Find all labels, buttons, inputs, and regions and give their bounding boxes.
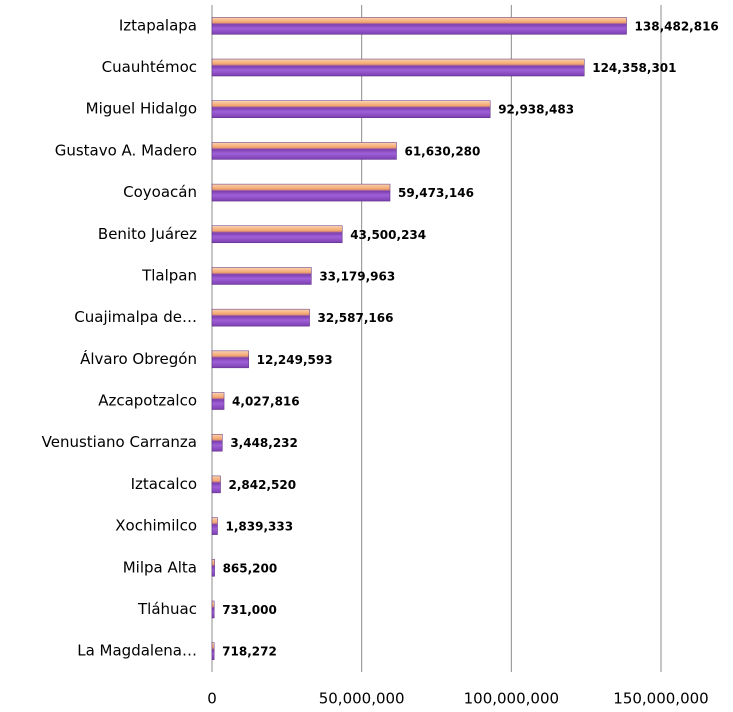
y-tick-label: Cuauhtémoc — [102, 58, 197, 76]
y-tick-label: Tláhuac — [137, 600, 197, 618]
data-label: 12,249,593 — [257, 353, 333, 367]
y-tick-label: Xochimilco — [115, 517, 197, 535]
bar — [211, 392, 225, 410]
data-label: 138,482,816 — [635, 19, 719, 33]
data-label: 865,200 — [223, 561, 278, 575]
bar — [211, 17, 627, 35]
bar — [211, 350, 249, 369]
bar — [211, 517, 218, 535]
y-tick-label: Cuajimalpa de… — [74, 308, 197, 326]
y-tick-label: Gustavo A. Madero — [55, 141, 197, 159]
bar — [211, 183, 391, 202]
bar — [211, 475, 221, 494]
y-tick-label: Azcapotzalco — [98, 392, 197, 410]
y-tick-label: Venustiano Carranza — [42, 433, 197, 451]
data-label: 92,938,483 — [498, 103, 574, 117]
x-tick-label: 0 — [207, 690, 217, 708]
y-tick-label: Álvaro Obregón — [80, 349, 197, 368]
data-label: 1,839,333 — [226, 520, 294, 534]
bar — [211, 58, 585, 77]
y-tick-label: Tlalpan — [141, 266, 197, 284]
bar — [211, 642, 215, 660]
bar — [211, 433, 223, 452]
y-tick-label: La Magdalena… — [77, 642, 197, 660]
data-label: 3,448,232 — [230, 436, 298, 450]
bar — [211, 225, 343, 244]
y-tick-label: Benito Juárez — [98, 225, 197, 243]
data-label: 731,000 — [222, 603, 277, 617]
bar — [211, 267, 312, 285]
data-label: 4,027,816 — [232, 395, 300, 409]
y-tick-label: Coyoacán — [123, 183, 197, 201]
y-tick-label: Iztapalapa — [119, 16, 197, 34]
data-label: 32,587,166 — [318, 311, 394, 325]
x-tick-label: 50,000,000 — [319, 690, 405, 708]
data-label: 61,630,280 — [404, 144, 480, 158]
bar — [211, 600, 215, 619]
y-tick-label: Milpa Alta — [123, 558, 197, 576]
data-label: 718,272 — [222, 645, 277, 659]
x-tick-label: 100,000,000 — [464, 690, 559, 708]
y-tick-label: Iztacalco — [131, 475, 197, 493]
bar — [211, 142, 397, 160]
bar — [211, 559, 215, 577]
bar — [211, 308, 310, 327]
x-tick-label: 150,000,000 — [613, 690, 708, 708]
data-label: 59,473,146 — [398, 186, 474, 200]
data-label: 124,358,301 — [592, 61, 676, 75]
y-tick-label: Miguel Hidalgo — [86, 100, 197, 118]
bar — [211, 100, 491, 118]
data-label: 43,500,234 — [350, 228, 426, 242]
data-label: 33,179,963 — [319, 269, 395, 283]
data-label: 2,842,520 — [229, 478, 297, 492]
